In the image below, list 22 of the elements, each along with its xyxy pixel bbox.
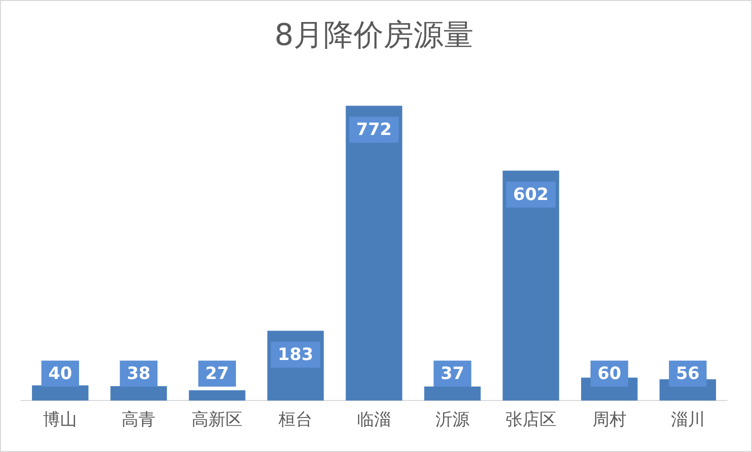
- x-tick-label: 沂源: [435, 410, 470, 430]
- bar: [346, 106, 402, 401]
- x-tick-label: 周村: [592, 410, 626, 430]
- data-label: 37: [440, 364, 464, 384]
- data-label: 772: [356, 120, 392, 140]
- data-label: 40: [48, 364, 72, 384]
- bar: [502, 170, 560, 401]
- data-label: 602: [513, 185, 549, 206]
- bar: [188, 390, 246, 401]
- data-label: 27: [205, 364, 229, 384]
- data-label: 183: [278, 345, 314, 366]
- x-tick-label: 临淄: [357, 410, 391, 430]
- x-tick-label: 张店区: [505, 410, 556, 430]
- x-tick-label: 博山: [43, 410, 78, 430]
- data-label: 38: [126, 364, 151, 384]
- x-tick-label: 淄川: [670, 410, 705, 430]
- data-label: 60: [597, 364, 622, 384]
- x-tick-label: 桓台: [278, 410, 313, 430]
- data-label: 56: [676, 364, 700, 384]
- x-tick-label: 高新区: [192, 410, 243, 430]
- chart-title: 8月降价房源量: [274, 18, 474, 53]
- x-tick-label: 高青: [122, 410, 156, 430]
